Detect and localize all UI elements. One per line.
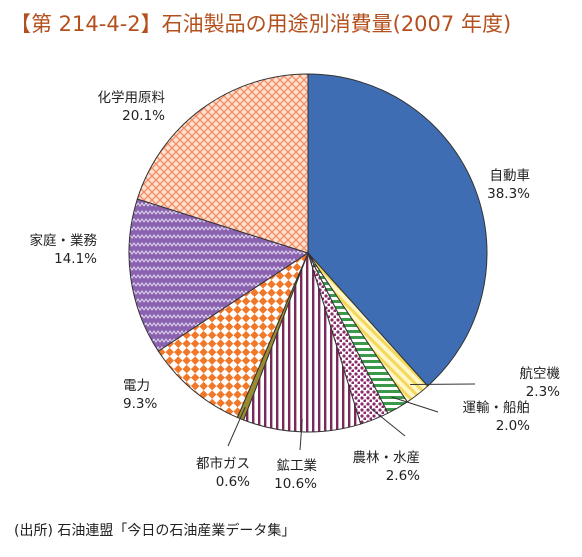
slice-label: 電力 (123, 378, 150, 394)
leader-line-4 (369, 407, 406, 437)
slice-value-label: 2.0% (496, 418, 530, 434)
slice-value-label: 38.3% (487, 186, 530, 202)
slice-label: 家庭・業務 (30, 232, 98, 249)
slice-label: 航空機 (520, 366, 561, 382)
slice-label: 農林・水産 (353, 450, 421, 466)
slice-label: 運輸・船舶 (463, 400, 531, 416)
slice-value-label: 14.1% (54, 251, 97, 267)
slice-value-label: 9.3% (123, 396, 157, 412)
leader-line-3 (391, 396, 439, 413)
source-note: (出所) 石油連盟「今日の石油産業データ集」 (14, 523, 296, 539)
leader-line-6 (227, 406, 246, 447)
slice-value-label: 10.6% (274, 476, 317, 492)
slice-value-label: 20.1% (122, 108, 165, 124)
slice-label: 鉱工業 (277, 458, 318, 474)
slice-label: 都市ガス (196, 455, 250, 472)
chart-title: 【第 214-4-2】石油製品の用途別消費量(2007 年度) (10, 12, 512, 36)
slice-value-label: 0.6% (216, 474, 250, 490)
slice-value-label: 2.3% (526, 384, 560, 400)
slice-value-label: 2.6% (386, 468, 420, 484)
pie-slice-7 (157, 251, 310, 419)
leader-line-5 (299, 419, 303, 451)
pie-slice-8 (128, 198, 310, 352)
slice-label: 化学用原料 (98, 90, 166, 106)
pie-slice-9 (136, 73, 309, 254)
slice-label: 自動車 (490, 168, 531, 184)
pie-slice-1 (307, 73, 488, 387)
